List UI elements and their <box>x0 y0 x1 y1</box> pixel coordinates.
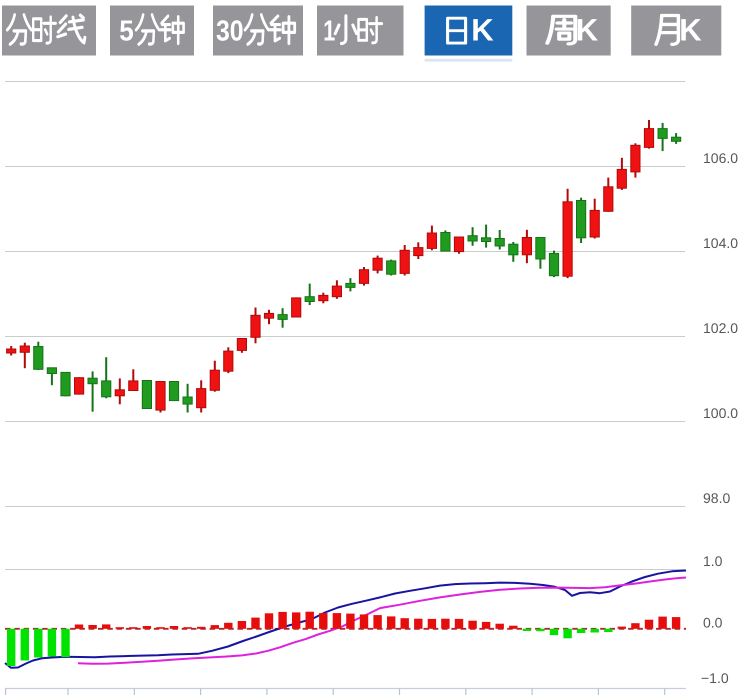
svg-text:102.0: 102.0 <box>703 320 738 336</box>
svg-text:98.0: 98.0 <box>703 490 730 506</box>
svg-text:1.0: 1.0 <box>703 553 723 569</box>
svg-text:K: K <box>471 13 494 48</box>
svg-text:K: K <box>679 13 702 48</box>
svg-text:104.0: 104.0 <box>703 235 738 251</box>
svg-text:30: 30 <box>216 16 244 48</box>
svg-text:1: 1 <box>323 16 335 48</box>
svg-text:106.0: 106.0 <box>703 150 738 166</box>
svg-text:100.0: 100.0 <box>703 405 738 421</box>
svg-text:−1.0: −1.0 <box>701 670 729 686</box>
svg-text:0.0: 0.0 <box>703 615 723 631</box>
svg-text:K: K <box>576 13 599 48</box>
svg-text:5: 5 <box>119 16 134 48</box>
